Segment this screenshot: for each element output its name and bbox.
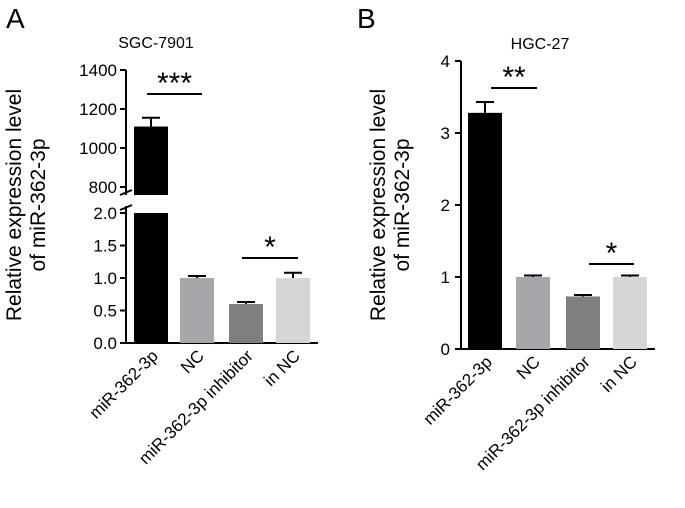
panel-a-y-tick-label: 1200 bbox=[79, 100, 117, 119]
panel-a-x-tick-label: miR-362-3p bbox=[86, 346, 162, 422]
panel-b-y-tick-label: 4 bbox=[441, 52, 450, 71]
panel-a-bar bbox=[229, 304, 263, 343]
panel-b-bar bbox=[613, 277, 647, 349]
panel-b-bar bbox=[566, 296, 600, 349]
panel-b-x-tick-label: in NC bbox=[597, 352, 640, 395]
panel-b-y-tick-label: 2 bbox=[441, 196, 450, 215]
panel-a-x-tick-label: NC bbox=[177, 346, 208, 377]
panel-a-axis-break-mark bbox=[119, 189, 133, 196]
panel-b-x-tick-label: miR-362-3p bbox=[420, 352, 496, 428]
panel-a-y-tick-label: 0.0 bbox=[93, 334, 117, 353]
panel-b-y-tick-label: 3 bbox=[441, 124, 450, 143]
panel-a-bar bbox=[276, 278, 310, 343]
panel-b-bar bbox=[468, 112, 502, 349]
panel-a-chart: 800 1000 1200 1400 0.0 0.5 1.0 1.5 2.0 miR-362-3p… bbox=[79, 61, 318, 468]
panel-a-bar bbox=[134, 126, 168, 195]
panel-b-y-tick-label: 0 bbox=[441, 340, 450, 359]
panel-a-y-tick-label: 1000 bbox=[79, 139, 117, 158]
panel-a-ylabel-line2: of miR-362-3p bbox=[27, 138, 50, 271]
panel-a-title: SGC-7901 bbox=[118, 35, 194, 52]
panel-b-ylabel-line2: of miR-362-3p bbox=[391, 138, 414, 271]
panel-a-significance-label: *** bbox=[157, 67, 192, 100]
panel-b-y-tick-label: 1 bbox=[441, 268, 450, 287]
panel-b-title: HGC-27 bbox=[511, 36, 570, 53]
panel-a-bar bbox=[134, 213, 168, 343]
panel-a-y-tick-label: 2.0 bbox=[93, 204, 117, 223]
panel-a-significance-label: * bbox=[264, 231, 276, 264]
panel-a-y-tick-label: 1.0 bbox=[93, 269, 117, 288]
panel-b-x-tick-label: NC bbox=[513, 352, 544, 383]
panel-a-y-tick-label: 1400 bbox=[79, 61, 117, 80]
panel-a-y-tick-label: 1.5 bbox=[93, 237, 117, 256]
panel-a-axis-break-mark bbox=[119, 204, 133, 211]
panel-b-bar bbox=[516, 277, 550, 349]
panel-a-bar bbox=[180, 278, 214, 343]
panel-a-label: A bbox=[6, 3, 25, 34]
panel-b-significance-label: * bbox=[606, 237, 618, 270]
panel-b-ylabel-line1: Relative expression level bbox=[367, 89, 390, 321]
panel-a-x-tick-label: in NC bbox=[260, 346, 303, 389]
panel-b-significance-label: ** bbox=[502, 61, 526, 94]
panel-a-ylabel-line1: Relative expression level bbox=[3, 89, 26, 321]
panel-a-y-tick-label: 0.5 bbox=[93, 302, 117, 321]
panel-a-y-tick-label: 800 bbox=[89, 178, 117, 197]
panel-b-label: B bbox=[357, 3, 376, 34]
